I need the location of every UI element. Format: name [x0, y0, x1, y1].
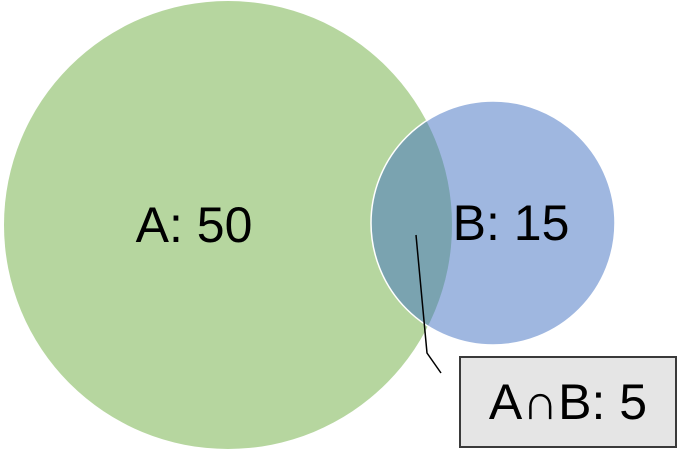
set-a-label: A: 50: [136, 197, 253, 253]
circle-b-outline: [370, 100, 616, 346]
callout-leader-line: [415, 234, 442, 374]
intersection-region: [371, 101, 452, 345]
intersection-label: A∩B: 5: [488, 374, 648, 430]
intersection-callout: A∩B: 5: [459, 356, 677, 448]
circle-a: [4, 1, 452, 449]
set-b-label: B: 15: [453, 195, 570, 251]
